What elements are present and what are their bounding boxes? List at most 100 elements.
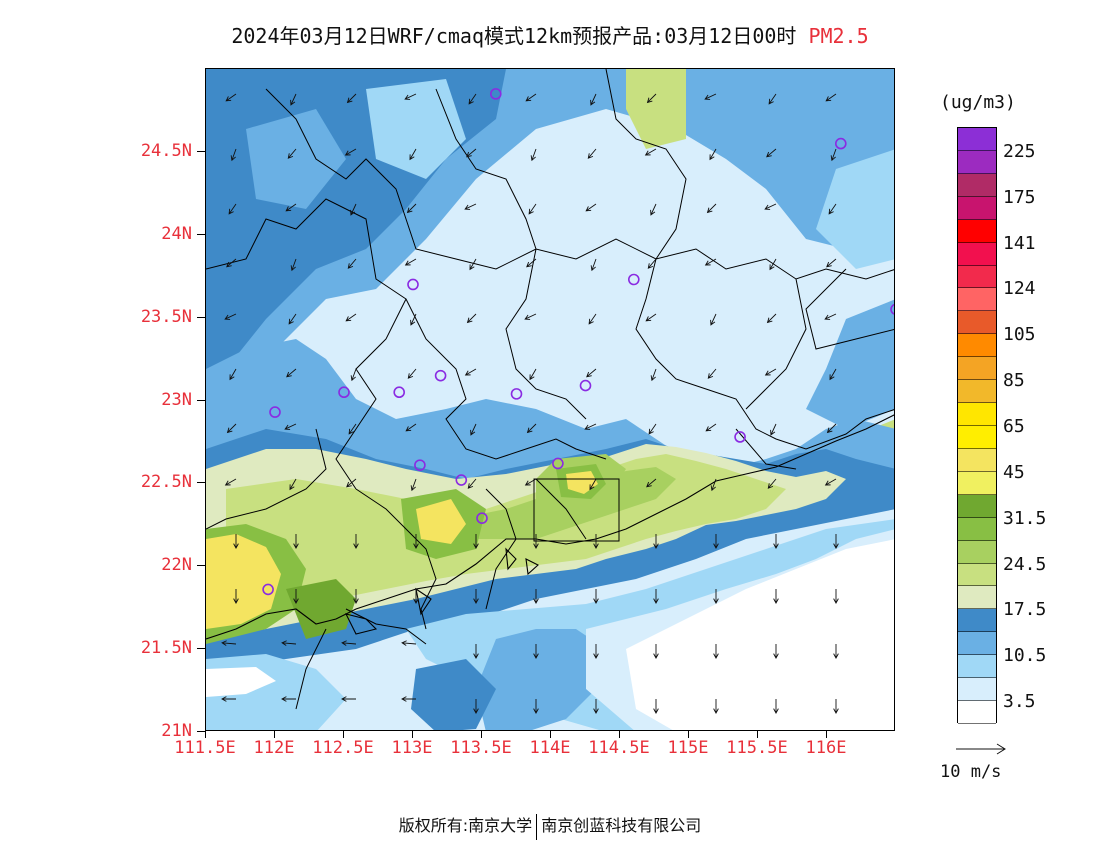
wind-arrow-icon (586, 368, 597, 378)
map-title: 2024年03月12日WRF/cmaq模式12km预报产品:03月12日00时 P… (0, 20, 1100, 49)
wind-arrow-icon (401, 640, 417, 646)
colorbar-segment (958, 380, 996, 404)
station-marker[interactable] (476, 512, 488, 524)
colorbar-label: 124 (1003, 278, 1036, 300)
colorbar-label: 10.5 (1003, 645, 1047, 667)
wind-arrow-icon (287, 148, 297, 159)
wind-arrow-icon (526, 258, 537, 268)
y-tick-label: 21.5N (140, 638, 192, 659)
wind-arrow-icon (281, 640, 297, 646)
colorbar-segment (958, 242, 996, 266)
y-tick (197, 565, 205, 567)
x-tick (481, 731, 482, 738)
wind-arrow-icon (281, 696, 296, 702)
wind-arrow-icon (713, 644, 719, 659)
y-tick (197, 150, 205, 152)
footer-separator (536, 813, 538, 840)
colorbar-segment (958, 288, 996, 312)
wind-arrow-icon (345, 313, 357, 322)
wind-arrow-icon (353, 589, 359, 604)
station-marker[interactable] (510, 388, 523, 400)
colorbar-segment (958, 632, 996, 656)
wind-arrow-icon (713, 589, 719, 604)
map-canvas (206, 69, 895, 730)
x-tick-label: 116E (805, 738, 847, 758)
x-tick (688, 731, 689, 738)
colorbar-label: 45 (1003, 461, 1025, 483)
x-tick (412, 731, 413, 738)
station-marker[interactable] (434, 369, 447, 382)
wind-arrow-icon (530, 148, 537, 162)
wind-arrow-icon (773, 699, 779, 714)
station-marker[interactable] (407, 278, 419, 291)
wind-arrow-icon (533, 644, 539, 659)
station-marker[interactable] (890, 303, 895, 315)
wind-arrow-icon (826, 258, 837, 268)
colorbar-label: 24.5 (1003, 553, 1047, 575)
copyright-right: 南京创蓝科技有限公司 (541, 816, 702, 835)
wind-arrow-icon (406, 203, 417, 214)
station-marker[interactable] (262, 583, 274, 596)
wind-arrow-icon (764, 368, 777, 376)
wind-arrow-icon (648, 423, 657, 435)
colorbar-label: 175 (1003, 186, 1036, 208)
wind-arrow-icon (404, 93, 417, 100)
x-tick-label: 113E (391, 738, 433, 758)
wind-arrow-icon (348, 423, 357, 435)
pm25-map[interactable] (205, 68, 895, 731)
station-marker[interactable] (627, 273, 640, 286)
wind-arrow-icon (473, 534, 479, 549)
wind-arrow-icon (766, 148, 777, 158)
wind-arrow-icon (347, 258, 357, 269)
station-marker[interactable] (834, 137, 847, 150)
colorbar-segment (958, 448, 996, 472)
copyright-footer: 版权所有:南京大学 南京创蓝科技有限公司 (0, 812, 1100, 840)
wind-arrow-icon (528, 203, 537, 215)
wind-arrow-icon (464, 368, 477, 376)
wind-arrow-icon (833, 534, 839, 549)
wind-arrow-icon (230, 148, 237, 162)
wind-arrow-icon (407, 368, 417, 379)
wind-arrow-icon (233, 589, 239, 604)
wind-arrow-icon (288, 313, 297, 325)
wind-arrow-icon (709, 148, 717, 161)
colorbar-segment (958, 196, 996, 220)
wind-arrow-icon (769, 258, 777, 271)
station-marker[interactable] (734, 431, 746, 443)
wind-arrow-icon (593, 589, 599, 604)
wind-arrow-icon (467, 478, 477, 489)
wind-arrow-icon (353, 534, 359, 549)
wind-arrow-icon (585, 203, 597, 212)
wind-arrow-icon (533, 589, 539, 604)
wind-arrow-icon (764, 203, 777, 210)
station-marker[interactable] (579, 379, 592, 392)
station-marker[interactable] (552, 457, 564, 470)
wind-arrow-icon (228, 203, 237, 215)
hong-kong-box (533, 478, 620, 542)
wind-arrow-icon (593, 699, 599, 714)
title-text: 2024年03月12日WRF/cmaq模式12km预报产品:03月12日00时 (231, 24, 797, 48)
wind-arrow-icon (710, 313, 717, 326)
y-tick (197, 731, 205, 732)
station-marker[interactable] (338, 386, 350, 399)
station-marker[interactable] (455, 474, 468, 486)
wind-arrow-icon (710, 478, 717, 492)
colorbar-segment (958, 265, 996, 289)
station-marker[interactable] (269, 406, 281, 418)
station-marker[interactable] (489, 88, 502, 100)
wind-arrow-icon (233, 534, 239, 549)
wind-arrow-icon (289, 478, 297, 491)
wind-arrow-icon (404, 258, 417, 266)
x-tick-label: 114.5E (588, 738, 650, 758)
y-tick (197, 482, 205, 484)
colorbar-segment (958, 517, 996, 541)
wind-arrow-icon (410, 478, 417, 492)
wind-arrow-icon (825, 93, 837, 102)
station-marker[interactable] (393, 386, 405, 399)
station-marker[interactable] (414, 459, 426, 471)
wind-arrow-icon (829, 368, 837, 381)
wind-arrow-icon (229, 368, 237, 381)
wind-arrow-icon (285, 203, 297, 212)
wind-arrow-icon (833, 644, 839, 659)
wind-arrow-icon (473, 589, 479, 604)
